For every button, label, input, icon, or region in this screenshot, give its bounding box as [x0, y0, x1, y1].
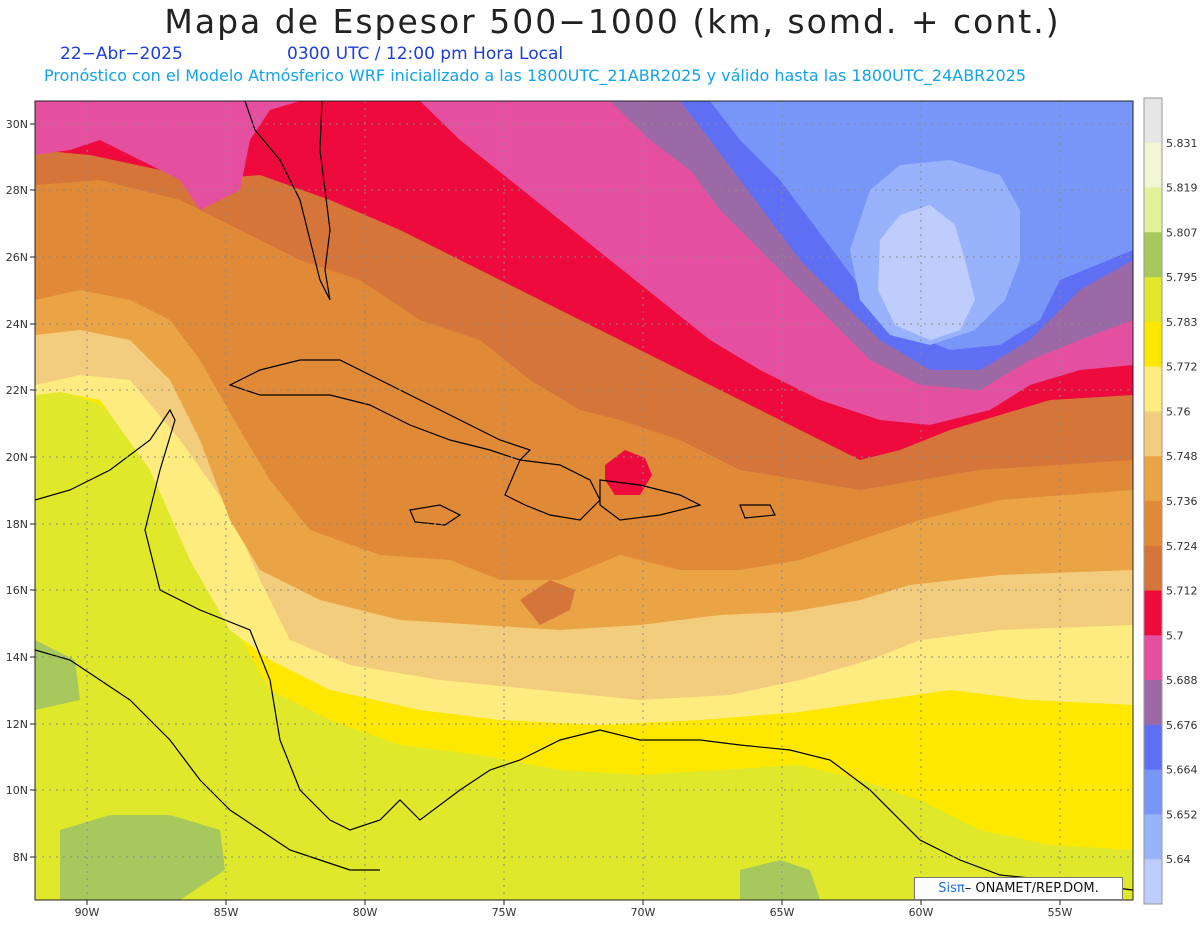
legend-swatch: [1144, 411, 1162, 457]
lat-label: 30N: [6, 118, 28, 131]
legend-label: 5.772: [1166, 361, 1198, 374]
legend-swatch: [1144, 724, 1162, 771]
longitude-labels: 90W 85W 80W 75W 70W 65W 60W 55W: [75, 906, 1073, 919]
legend-swatch: [1144, 142, 1162, 189]
legend-label: 5.736: [1166, 495, 1198, 508]
legend-label: 5.64: [1166, 853, 1191, 866]
legend-label: 5.664: [1166, 764, 1198, 777]
lon-label: 80W: [353, 906, 378, 919]
legend-swatch: [1144, 366, 1162, 412]
lat-label: 20N: [6, 451, 28, 464]
legend-swatch: [1144, 187, 1162, 233]
legend-label: 5.831: [1166, 137, 1198, 150]
legend-label: 5.783: [1166, 316, 1198, 329]
lat-label: 12N: [6, 718, 28, 731]
legend-swatch: [1144, 680, 1162, 726]
legend-frame: [1143, 97, 1163, 905]
latitude-labels: 30N 28N 26N 24N 22N 20N 18N 16N 14N 12N …: [6, 118, 28, 864]
lat-label: 16N: [6, 584, 28, 597]
thickness-map: 30N 28N 26N 24N 22N 20N 18N 16N 14N 12N …: [6, 97, 1198, 919]
model-info: Pronóstico con el Modelo Atmósferico WRF…: [44, 66, 1027, 85]
map-frame: [34, 100, 1134, 901]
legend-swatch: [1144, 277, 1162, 323]
lon-label: 90W: [75, 906, 100, 919]
legend-swatch: [1144, 321, 1162, 368]
legend-label: 5.819: [1166, 182, 1198, 195]
legend-label: 5.76: [1166, 405, 1191, 418]
legend-label: 5.795: [1166, 271, 1198, 284]
legend-swatch: [1144, 232, 1162, 278]
lat-label: 24N: [6, 318, 28, 331]
color-legend: 5.831 5.819 5.807 5.795 5.783 5.772 5.76 5.748 5…: [1143, 97, 1198, 905]
legend-swatch: [1144, 859, 1162, 905]
legend-label: 5.724: [1166, 540, 1198, 553]
lon-label: 65W: [770, 906, 795, 919]
forecast-date: 22−Abr−2025: [60, 44, 183, 64]
legend-label: 5.676: [1166, 719, 1198, 732]
legend-swatch: [1144, 769, 1162, 815]
legend-label: 5.748: [1166, 450, 1198, 463]
lon-label: 60W: [909, 906, 934, 919]
credit-box: Sisπ– ONAMET/REP.DOM.: [914, 877, 1123, 900]
legend-label: 5.807: [1166, 226, 1198, 239]
lat-label: 10N: [6, 784, 28, 797]
credit-text: – ONAMET/REP.DOM.: [964, 881, 1099, 896]
brand-name: Sisπ: [938, 881, 965, 896]
coastlines: [35, 101, 1133, 891]
longitude-ticks: [86, 900, 1061, 905]
lon-label: 75W: [492, 906, 517, 919]
legend-swatch: [1144, 456, 1162, 502]
forecast-time: 0300 UTC / 12:00 pm Hora Local: [287, 44, 564, 64]
lat-label: 8N: [13, 851, 28, 864]
legend-swatch: [1144, 590, 1162, 636]
legend-swatch: [1144, 545, 1162, 592]
lon-label: 55W: [1048, 906, 1073, 919]
lat-label: 22N: [6, 384, 28, 397]
legend-swatch: [1144, 98, 1162, 144]
lat-label: 26N: [6, 251, 28, 264]
map-title: Mapa de Espesor 500−1000 (km, somd. + co…: [164, 2, 1061, 41]
legend-label: 5.688: [1166, 674, 1198, 687]
legend-swatch: [1144, 814, 1162, 860]
legend-swatch: [1144, 501, 1162, 547]
lat-label: 18N: [6, 518, 28, 531]
legend-label: 5.712: [1166, 585, 1198, 598]
lat-label: 14N: [6, 651, 28, 664]
latitude-ticks: [30, 123, 35, 858]
legend-label: 5.7: [1166, 629, 1184, 642]
lat-label: 28N: [6, 184, 28, 197]
legend-label: 5.652: [1166, 808, 1198, 821]
lon-label: 70W: [631, 906, 656, 919]
graticule: [35, 101, 1133, 900]
lon-label: 85W: [214, 906, 239, 919]
legend-swatch: [1144, 635, 1162, 681]
